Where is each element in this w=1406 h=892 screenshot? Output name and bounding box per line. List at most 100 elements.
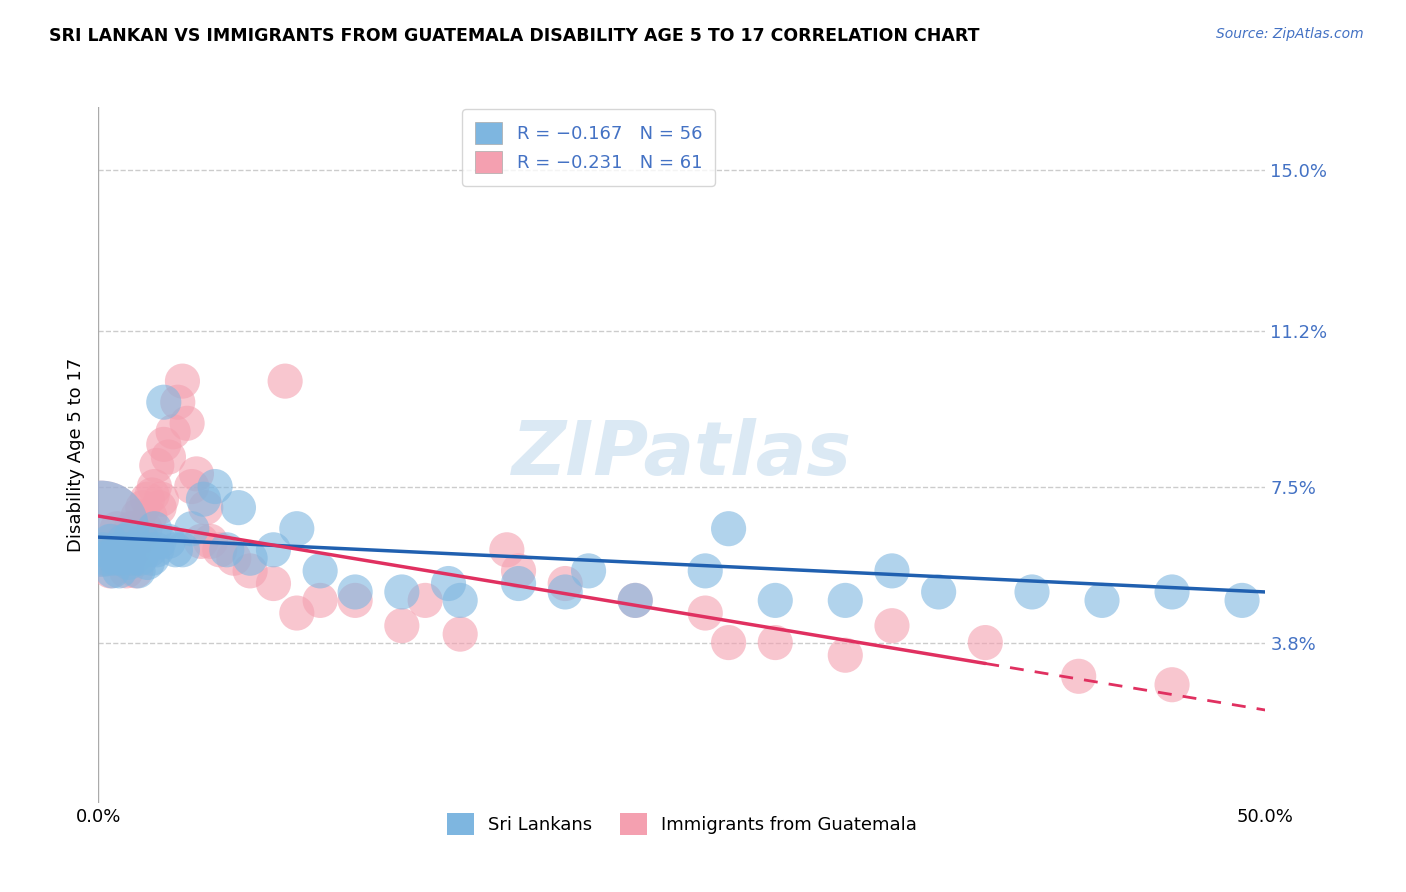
Point (141, 551, 163, 566)
Point (139, 509, 162, 524)
Point (146, 458, 169, 473)
Point (228, 500, 250, 515)
Point (139, 542, 162, 557)
Point (115, 542, 138, 557)
Point (162, 425, 184, 439)
Point (118, 551, 141, 566)
Point (112, 542, 135, 557)
Point (143, 522, 166, 536)
Point (186, 467, 208, 481)
Point (94, 542, 117, 557)
Point (239, 551, 262, 566)
Point (143, 479, 166, 493)
Point (1161, 585, 1184, 599)
Point (554, 576, 576, 591)
Point (108, 564, 131, 578)
Point (132, 500, 155, 515)
Point (928, 585, 950, 599)
Point (880, 618, 903, 632)
Point (880, 564, 903, 578)
Point (1230, 593, 1253, 607)
Point (101, 534, 124, 549)
Point (91, 542, 114, 557)
Text: ZIPatlas: ZIPatlas (512, 418, 852, 491)
Point (695, 564, 717, 578)
Point (172, 374, 194, 388)
Point (125, 564, 148, 578)
Point (413, 593, 436, 607)
Point (554, 585, 576, 599)
Point (134, 522, 156, 536)
Point (194, 500, 217, 515)
Point (150, 492, 173, 507)
Point (127, 509, 149, 524)
Point (717, 522, 740, 536)
Point (115, 564, 138, 578)
Point (200, 534, 222, 549)
Point (1161, 678, 1184, 692)
Point (180, 522, 202, 536)
Point (624, 593, 647, 607)
Y-axis label: Disability Age 5 to 17: Disability Age 5 to 17 (66, 358, 84, 552)
Point (129, 530, 152, 544)
Text: SRI LANKAN VS IMMIGRANTS FROM GUATEMALA DISABILITY AGE 5 TO 17 CORRELATION CHART: SRI LANKAN VS IMMIGRANTS FROM GUATEMALA … (49, 27, 980, 45)
Point (449, 593, 471, 607)
Text: Source: ZipAtlas.com: Source: ZipAtlas.com (1216, 27, 1364, 41)
Point (105, 522, 128, 536)
Point (120, 522, 142, 536)
Point (101, 564, 124, 578)
Point (1091, 593, 1114, 607)
Point (763, 593, 786, 607)
Point (285, 522, 308, 536)
Point (274, 374, 297, 388)
Point (132, 534, 155, 549)
Point (176, 417, 198, 431)
Point (834, 593, 856, 607)
Point (1067, 669, 1090, 683)
Point (763, 635, 786, 649)
Point (141, 488, 163, 502)
Legend: Sri Lankans, Immigrants from Guatemala: Sri Lankans, Immigrants from Guatemala (440, 806, 924, 842)
Point (309, 564, 332, 578)
Point (157, 450, 180, 464)
Point (222, 551, 245, 566)
Point (112, 534, 135, 549)
Point (180, 479, 202, 493)
Point (111, 551, 134, 566)
Point (157, 534, 180, 549)
Point (98, 564, 121, 578)
Point (104, 551, 127, 566)
Point (90, 522, 112, 536)
Point (508, 564, 530, 578)
Point (166, 395, 188, 409)
Point (136, 556, 159, 570)
Point (437, 576, 460, 591)
Point (152, 437, 174, 451)
Point (148, 534, 170, 549)
Point (717, 635, 740, 649)
Point (193, 492, 215, 507)
Point (129, 551, 152, 566)
Point (108, 551, 131, 566)
Point (104, 542, 127, 557)
Point (91, 542, 114, 557)
Point (391, 585, 413, 599)
Point (125, 542, 148, 557)
Point (496, 542, 519, 557)
Point (215, 542, 238, 557)
Point (974, 635, 997, 649)
Point (344, 585, 367, 599)
Point (239, 564, 262, 578)
Point (165, 542, 187, 557)
Point (122, 551, 145, 566)
Point (309, 593, 332, 607)
Point (127, 564, 149, 578)
Point (834, 648, 856, 663)
Point (449, 627, 471, 641)
Point (146, 542, 169, 557)
Point (391, 618, 413, 632)
Point (262, 576, 284, 591)
Point (122, 542, 145, 557)
Point (120, 530, 142, 544)
Point (344, 593, 367, 607)
